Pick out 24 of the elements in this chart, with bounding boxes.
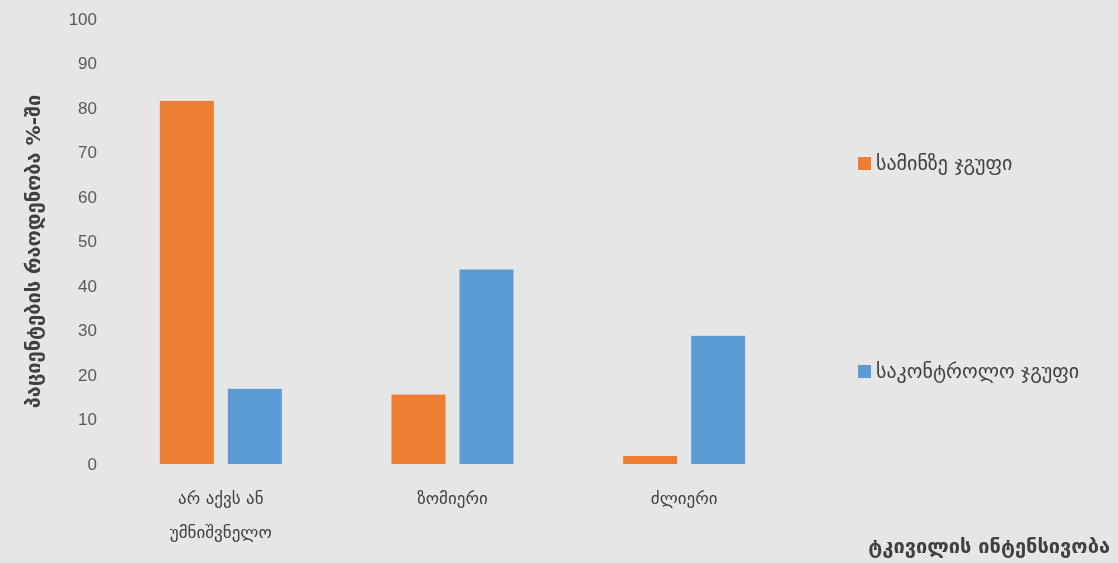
y-tick-label: 30	[78, 321, 97, 341]
bar	[391, 394, 446, 464]
x-tick-label: ზომიერი	[417, 488, 488, 508]
x-axis-title: ტკივილის ინტენსივობა	[868, 534, 1110, 558]
bar	[691, 335, 746, 464]
y-tick-label: 70	[78, 143, 97, 163]
x-tick-label: ძლიერი	[650, 488, 718, 508]
y-axis-title: პაციენტების რაოდენობა %-ში	[21, 94, 45, 409]
bar	[459, 269, 514, 464]
y-tick-label: 50	[78, 232, 97, 252]
legend-label: საკონტროლო ჯგუფი	[876, 359, 1080, 383]
y-tick-label: 80	[78, 98, 97, 118]
y-tick-label: 90	[78, 54, 97, 74]
y-tick-label: 10	[78, 410, 97, 430]
y-tick-label: 60	[78, 187, 97, 207]
bar	[227, 388, 282, 464]
y-tick-label: 20	[78, 365, 97, 385]
bar	[159, 100, 214, 464]
bar	[623, 455, 678, 464]
legend-label: სამინზე ჯგუფი	[876, 151, 1013, 175]
y-tick-label: 100	[68, 9, 97, 29]
x-tick-label: არ აქვს ან უმნიშვნელო	[169, 488, 272, 542]
y-tick-label: 0	[87, 454, 97, 474]
y-tick-label: 40	[78, 276, 97, 296]
